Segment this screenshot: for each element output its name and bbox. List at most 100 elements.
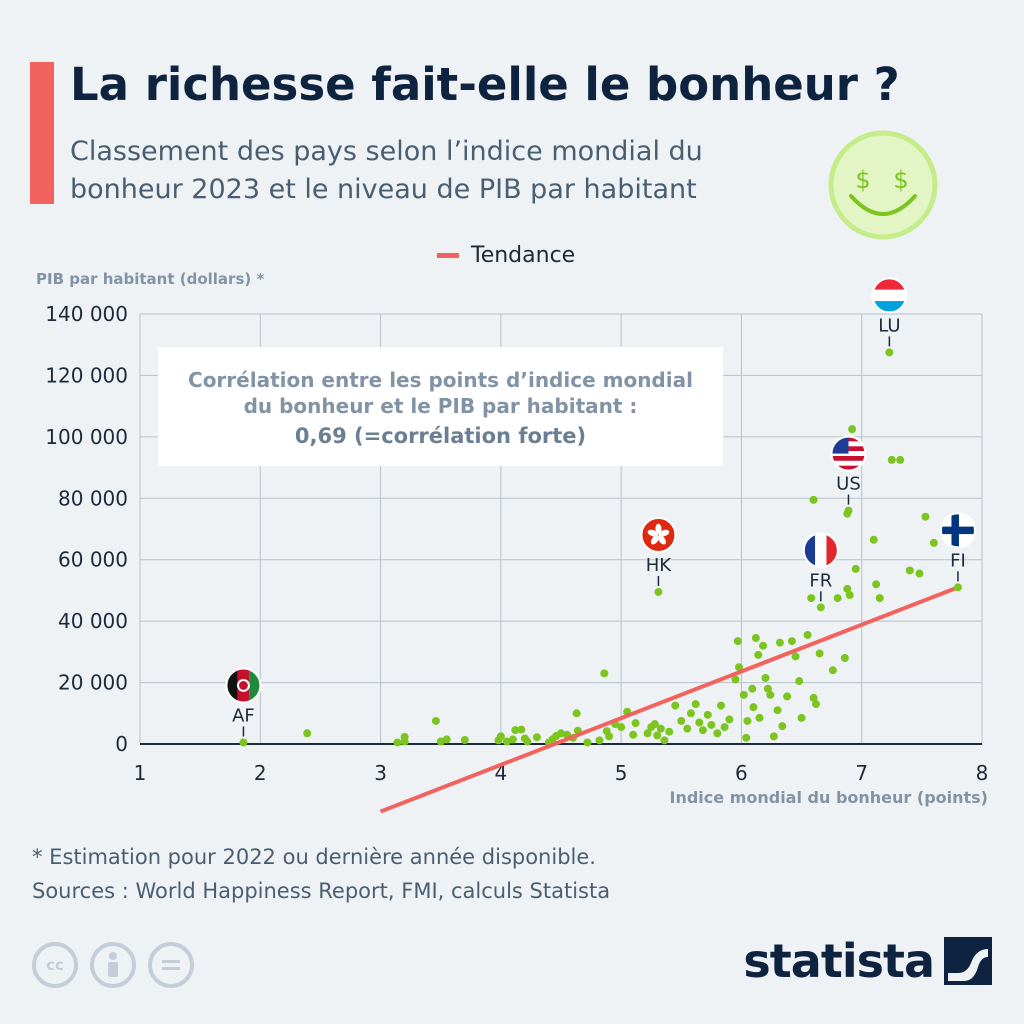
x-tick-label: 4 <box>494 761 507 785</box>
data-point <box>691 700 700 709</box>
data-point <box>748 684 757 693</box>
data-point <box>631 719 640 728</box>
data-point <box>511 726 520 735</box>
footnote: * Estimation pour 2022 ou dernière année… <box>32 845 596 869</box>
data-point <box>442 735 451 744</box>
data-point <box>751 634 760 643</box>
data-point <box>953 583 962 592</box>
accent-bar <box>30 62 54 204</box>
labeled-point-us: US <box>830 435 867 515</box>
license-icons: cc <box>32 942 194 988</box>
data-point <box>654 587 663 596</box>
statista-brand[interactable]: statista <box>743 934 992 988</box>
data-point <box>653 731 662 740</box>
sources: Sources : World Happiness Report, FMI, c… <box>32 879 611 903</box>
data-point <box>400 732 409 741</box>
y-axis-label: PIB par habitant (dollars) * <box>36 270 265 288</box>
correlation-value: 0,69 (=corrélation forte) <box>294 424 587 448</box>
data-point <box>843 509 852 518</box>
country-code-label: LU <box>878 315 900 336</box>
data-point <box>544 738 553 747</box>
data-point <box>563 730 572 739</box>
data-point <box>828 666 837 675</box>
data-point <box>660 736 669 745</box>
data-point <box>887 455 896 464</box>
data-point <box>725 715 734 724</box>
data-point <box>602 727 611 736</box>
data-point <box>921 512 930 521</box>
data-point <box>239 738 248 747</box>
data-point <box>809 693 818 702</box>
y-tick-label: 80 000 <box>58 486 128 510</box>
afghanistan-flag-icon <box>225 667 262 704</box>
data-point <box>872 580 881 589</box>
statista-logo-icon <box>944 937 992 985</box>
x-tick-label: 7 <box>855 761 868 785</box>
x-tick-label: 2 <box>254 761 267 785</box>
attribution-person-icon[interactable] <box>90 942 136 988</box>
x-tick-label: 5 <box>615 761 628 785</box>
data-point <box>749 703 758 712</box>
data-point <box>778 722 787 731</box>
x-tick-label: 6 <box>735 761 748 785</box>
data-point <box>809 495 818 504</box>
data-point <box>623 707 632 716</box>
y-tick-label: 60 000 <box>58 548 128 572</box>
data-point <box>803 630 812 639</box>
data-point <box>600 669 609 678</box>
country-code-label: US <box>836 474 861 495</box>
data-point <box>643 729 652 738</box>
data-point <box>885 348 894 357</box>
data-point <box>650 720 659 729</box>
data-point <box>795 677 804 686</box>
data-point <box>735 663 744 672</box>
data-point <box>815 649 824 658</box>
france-flag-icon <box>802 532 839 569</box>
data-point <box>851 564 860 573</box>
data-point <box>647 723 656 732</box>
data-point <box>611 720 620 729</box>
y-tick-label: 140 000 <box>45 302 128 326</box>
data-point <box>731 675 740 684</box>
data-point <box>769 732 778 741</box>
data-point <box>848 425 857 434</box>
page-title: La richesse fait-elle le bonheur ? <box>70 58 900 111</box>
data-point <box>508 735 517 744</box>
data-point <box>761 673 770 682</box>
data-point <box>797 713 806 722</box>
svg-text:$: $ <box>893 166 908 194</box>
correlation-text-line1: Corrélation entre les points d’indice mo… <box>188 368 693 392</box>
labeled-point-af: AF <box>225 667 262 747</box>
cc-icon[interactable]: cc <box>32 942 78 988</box>
data-point <box>739 690 748 699</box>
y-tick-label: 20 000 <box>58 671 128 695</box>
y-tick-label: 40 000 <box>58 609 128 633</box>
no-derivatives-equals-icon[interactable] <box>148 942 194 988</box>
data-point <box>523 737 532 746</box>
data-point <box>393 738 402 747</box>
labeled-point-fr: FR <box>802 532 839 612</box>
united-states-flag-icon <box>830 435 867 472</box>
data-point <box>460 736 469 745</box>
data-point <box>517 725 526 734</box>
data-point <box>807 594 816 603</box>
data-point <box>520 734 529 743</box>
finland-flag-icon <box>939 512 976 549</box>
data-point <box>695 718 704 727</box>
data-point <box>905 566 914 575</box>
data-point <box>569 733 578 742</box>
data-point <box>791 652 800 661</box>
data-point <box>431 716 440 725</box>
luxembourg-flag-icon <box>871 277 908 314</box>
country-code-label: FR <box>809 570 832 591</box>
data-point <box>763 684 772 693</box>
data-point <box>755 713 764 722</box>
chart-legend: Tendance <box>437 243 575 268</box>
hong-kong-flag-icon <box>640 516 677 553</box>
svg-text:$: $ <box>855 166 870 194</box>
data-point <box>869 535 878 544</box>
data-point <box>303 729 312 738</box>
data-point <box>843 584 852 593</box>
country-code-label: AF <box>232 705 255 726</box>
data-point <box>766 690 775 699</box>
